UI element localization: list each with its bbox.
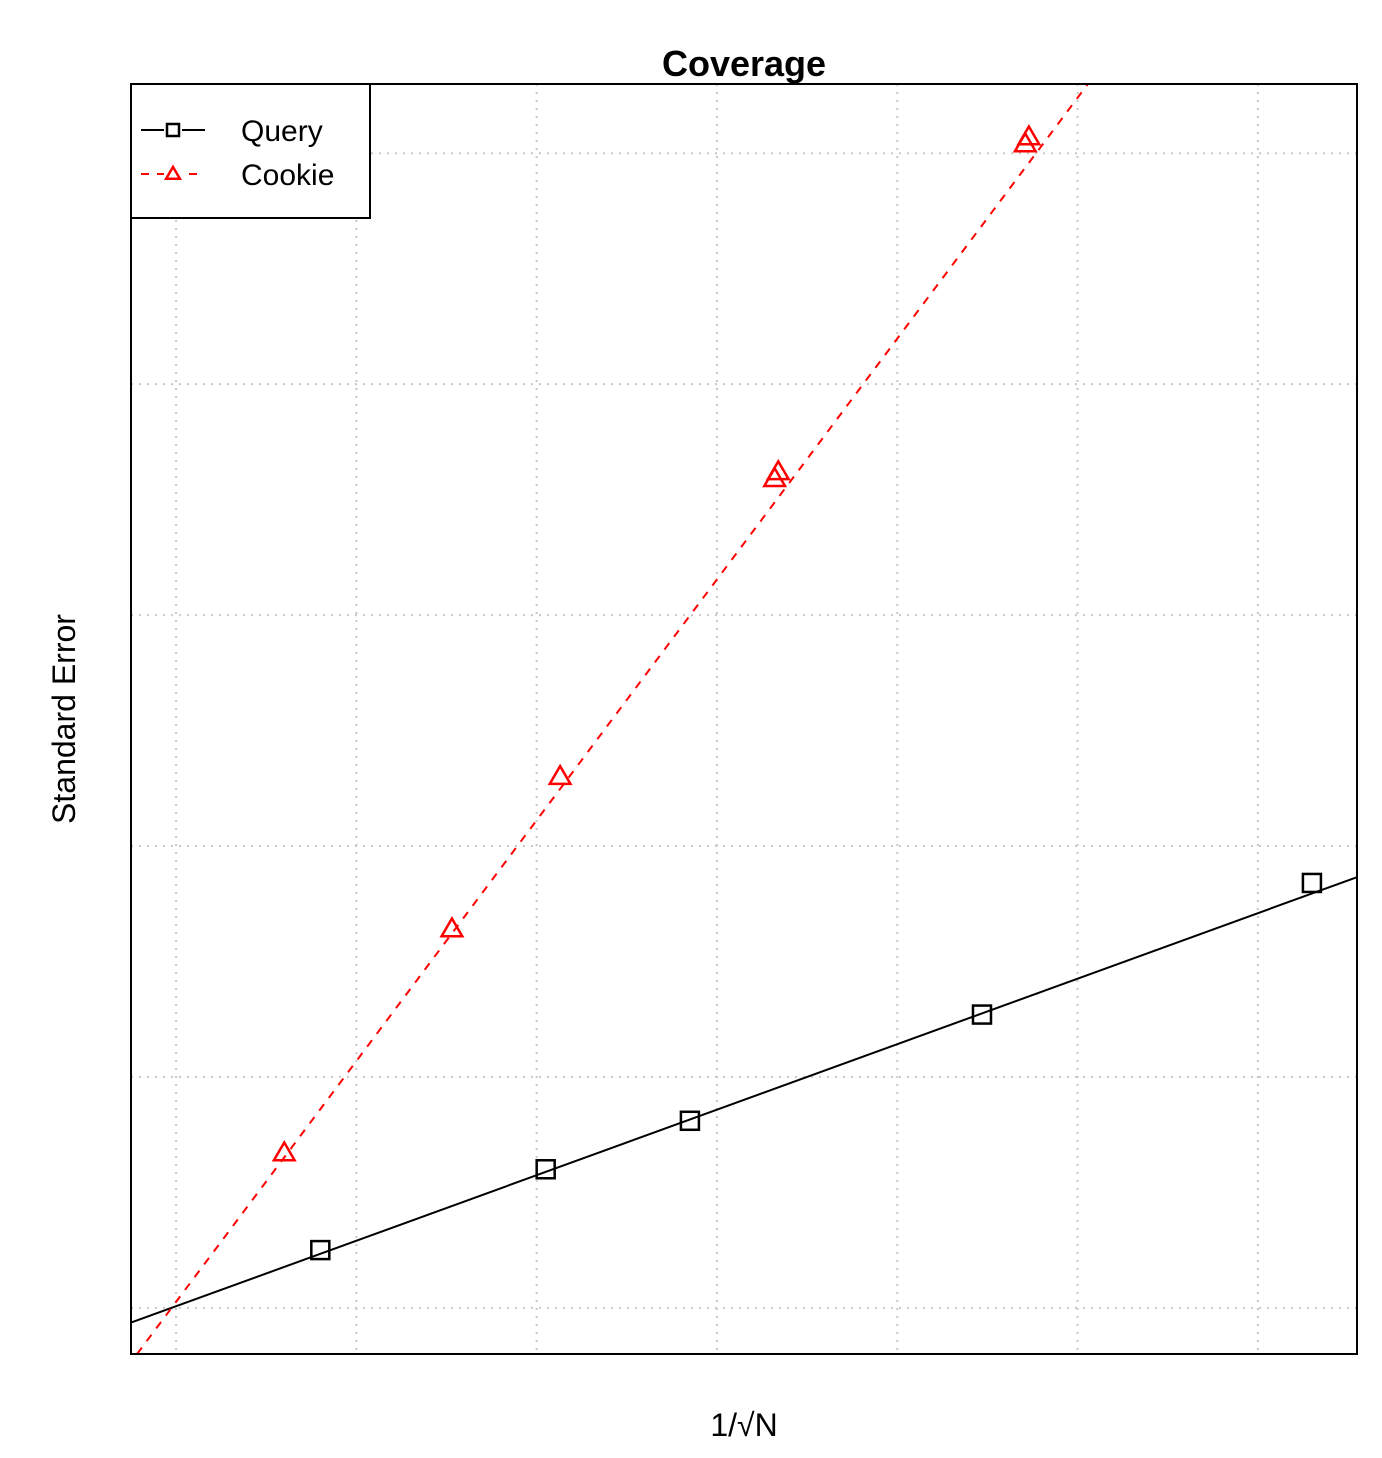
fit-lines: [130, 83, 1358, 1355]
legend-box: [130, 83, 371, 219]
legend-label-query: Query: [241, 115, 323, 148]
legend-items: Query Cookie: [141, 115, 334, 192]
y-axis-label: Standard Error: [46, 614, 82, 824]
legend-label-cookie: Cookie: [241, 159, 334, 192]
cookie-point-3: [762, 465, 788, 488]
legend-marker-bg-query: [164, 122, 182, 138]
legend: Query Cookie: [130, 83, 371, 219]
cookie-point-5: [1012, 130, 1038, 153]
cookie-fit-line: [136, 83, 1089, 1355]
grid: [131, 84, 1357, 1354]
plot-frame: [130, 83, 1358, 1355]
query-point-3: [971, 1004, 993, 1025]
x-axis-label: 1/√N: [710, 1407, 777, 1443]
query-point-2: [679, 1110, 701, 1132]
query-point-4: [1301, 872, 1323, 894]
cookie-point-0: [271, 1140, 297, 1162]
data-markers: [271, 124, 1323, 1261]
legend-marker-cookie: [163, 164, 183, 181]
cookie-point-2: [547, 763, 573, 786]
query-point-1: [535, 1159, 556, 1180]
cookie-point-4: [765, 458, 791, 481]
chart-title: Coverage: [662, 43, 826, 84]
query-fit-line: [130, 876, 1358, 1324]
cookie-point-1: [439, 916, 465, 938]
legend-marker-query: [165, 122, 181, 138]
query-point-0: [310, 1239, 331, 1261]
cookie-point-6: [1016, 124, 1042, 146]
